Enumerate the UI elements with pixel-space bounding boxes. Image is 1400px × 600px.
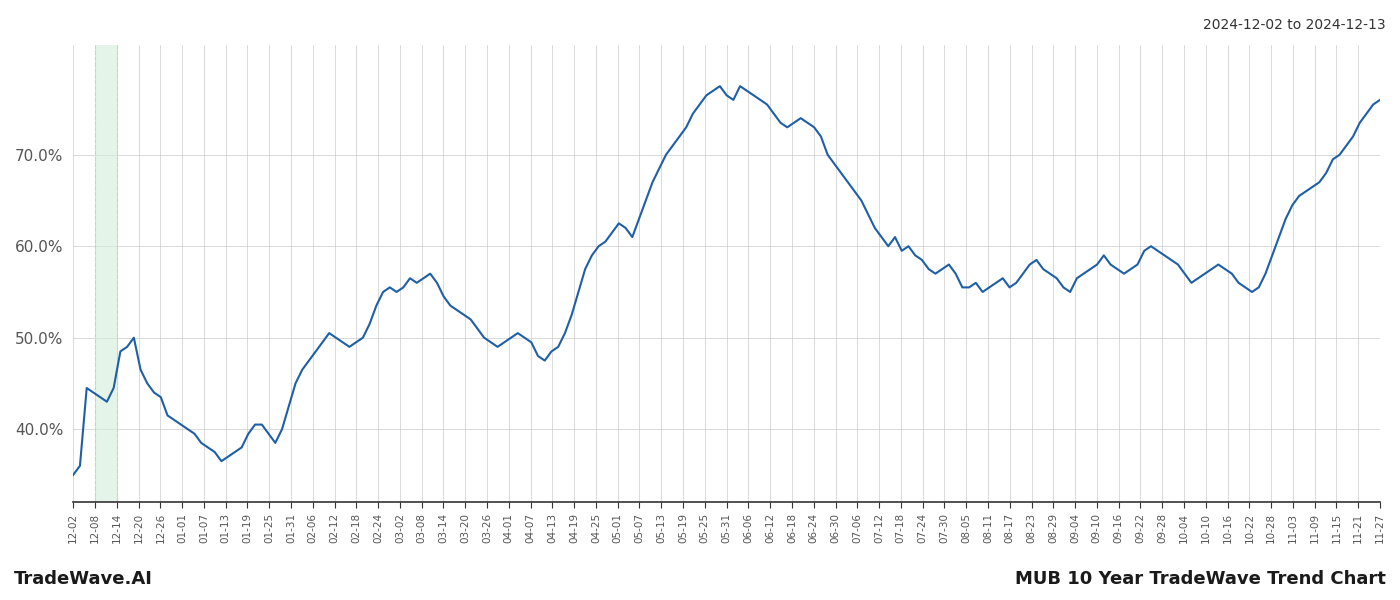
Text: 2024-12-02 to 2024-12-13: 2024-12-02 to 2024-12-13	[1204, 18, 1386, 32]
Bar	[95, 45, 116, 502]
Text: TradeWave.AI: TradeWave.AI	[14, 570, 153, 588]
Text: MUB 10 Year TradeWave Trend Chart: MUB 10 Year TradeWave Trend Chart	[1015, 570, 1386, 588]
